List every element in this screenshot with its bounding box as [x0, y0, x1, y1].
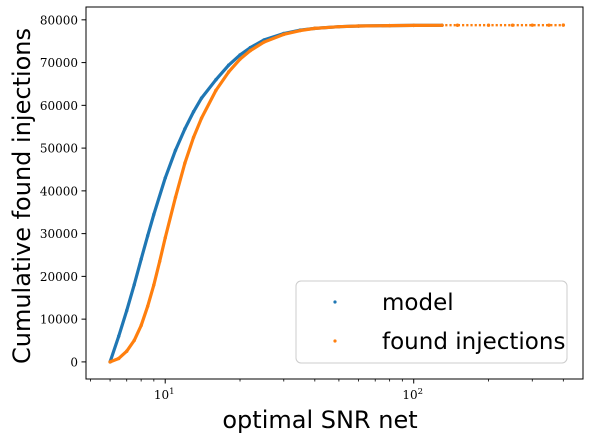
data-point-found-injections — [157, 259, 162, 264]
tail-dot-found-injections — [550, 23, 553, 27]
series-found-injections — [108, 23, 566, 364]
tail-dot-found-injections — [491, 23, 494, 27]
data-point-model — [152, 212, 156, 217]
data-point-found-injections — [238, 57, 242, 61]
data-point-found-injections — [313, 26, 317, 31]
data-point-model — [125, 308, 129, 313]
axes-layer: 0 10000 20000 30000 40000 50000 60000 70000 8000… — [40, 6, 584, 402]
data-point-model — [191, 110, 196, 114]
tail-dot-found-injections — [546, 23, 549, 27]
data-point-found-injections — [125, 349, 129, 353]
data-point-model — [117, 334, 121, 338]
tail-dot-found-injections — [529, 23, 532, 27]
data-point-found-injections — [183, 161, 187, 165]
tail-dot-found-injections — [441, 23, 444, 27]
data-point-found-injections — [145, 304, 150, 309]
data-point-found-injections — [214, 88, 218, 93]
tail-dot-found-injections — [483, 23, 486, 27]
plot-frame — [85, 6, 584, 380]
data-point-found-injections — [356, 24, 361, 28]
tail-dot-found-injections — [554, 23, 557, 27]
data-point-found-injections — [139, 323, 143, 328]
data-point-model — [163, 176, 167, 180]
data-point-found-injections — [117, 356, 121, 361]
legend: model found injections — [295, 280, 568, 364]
data-point-model — [199, 96, 204, 100]
legend-marker-model — [333, 300, 337, 304]
y-tick-label: 0 — [70, 355, 78, 369]
legend-label-model: model — [382, 290, 454, 316]
y-tick-label: 50000 — [40, 142, 78, 156]
tail-dot-found-injections — [512, 23, 515, 27]
data-point-found-injections — [199, 116, 204, 120]
y-tick-label: 80000 — [40, 13, 78, 27]
tail-dot-found-injections — [462, 23, 465, 27]
tail-dot-found-injections — [516, 23, 519, 27]
legend-frame — [295, 280, 568, 364]
tail-dot-found-injections — [487, 23, 490, 27]
tail-dot-found-injections — [445, 23, 448, 27]
series-line-found-injections — [108, 23, 444, 364]
legend-marker-found-injections — [333, 339, 337, 343]
tail-dot-found-injections — [449, 23, 452, 27]
series-layer — [108, 23, 566, 364]
tail-dot-found-injections — [499, 23, 503, 27]
tail-dot-found-injections — [525, 23, 528, 27]
tail-dot-found-injections — [470, 23, 473, 27]
data-point-model — [173, 148, 178, 152]
tail-dot-found-injections — [474, 23, 477, 27]
data-point-found-injections — [387, 23, 392, 28]
data-point-model — [132, 283, 136, 287]
tail-dot-found-injections — [541, 23, 545, 27]
data-point-found-injections — [226, 70, 231, 74]
y-tick-label: 20000 — [40, 270, 78, 284]
data-point-model — [214, 77, 218, 82]
y-tick-label: 40000 — [40, 184, 78, 198]
tail-dot-found-injections — [520, 23, 524, 27]
tail-dot-found-injections — [457, 23, 461, 27]
y-tick-label: 60000 — [40, 99, 78, 113]
legend-label-found-injections: found injections — [382, 329, 565, 355]
data-point-found-injections — [163, 236, 167, 240]
tail-dot-found-injections — [533, 23, 536, 27]
tail-dot-found-injections — [504, 23, 507, 27]
data-point-found-injections — [337, 24, 341, 29]
y-tick-label: 10000 — [40, 313, 78, 327]
tail-dot-found-injections — [537, 23, 540, 27]
data-point-model — [183, 127, 187, 131]
data-point-model — [145, 234, 150, 238]
data-point-model — [238, 53, 242, 57]
data-point-found-injections — [262, 40, 266, 44]
data-point-found-injections — [282, 32, 286, 37]
tail-dot-found-injections — [466, 23, 469, 27]
tail-dot-found-injections — [478, 23, 482, 27]
y-tick-label: 30000 — [40, 227, 78, 241]
data-point-found-injections — [108, 360, 112, 364]
x-tick-label: 102 — [402, 387, 423, 402]
tail-dot-found-injections — [495, 23, 498, 27]
data-point-found-injections — [561, 23, 566, 27]
x-axis-label: optimal SNR net — [222, 406, 417, 434]
data-point-found-injections — [152, 283, 156, 287]
data-point-found-injections — [248, 48, 252, 53]
data-point-model — [226, 63, 231, 67]
tail-dot-found-injections — [453, 23, 456, 27]
x-tick-label: 101 — [154, 387, 175, 402]
data-point-found-injections — [173, 195, 178, 199]
data-point-found-injections — [132, 338, 136, 343]
y-axis-label: Cumulative found injections — [8, 28, 36, 364]
data-point-model — [139, 257, 143, 261]
data-point-found-injections — [298, 28, 303, 33]
data-point-found-injections — [191, 135, 196, 140]
data-point-found-injections — [530, 23, 534, 27]
tail-dot-found-injections — [508, 23, 511, 27]
data-point-found-injections — [412, 23, 416, 28]
y-tick-label: 70000 — [40, 56, 78, 70]
tail-dot-found-injections — [558, 23, 561, 27]
